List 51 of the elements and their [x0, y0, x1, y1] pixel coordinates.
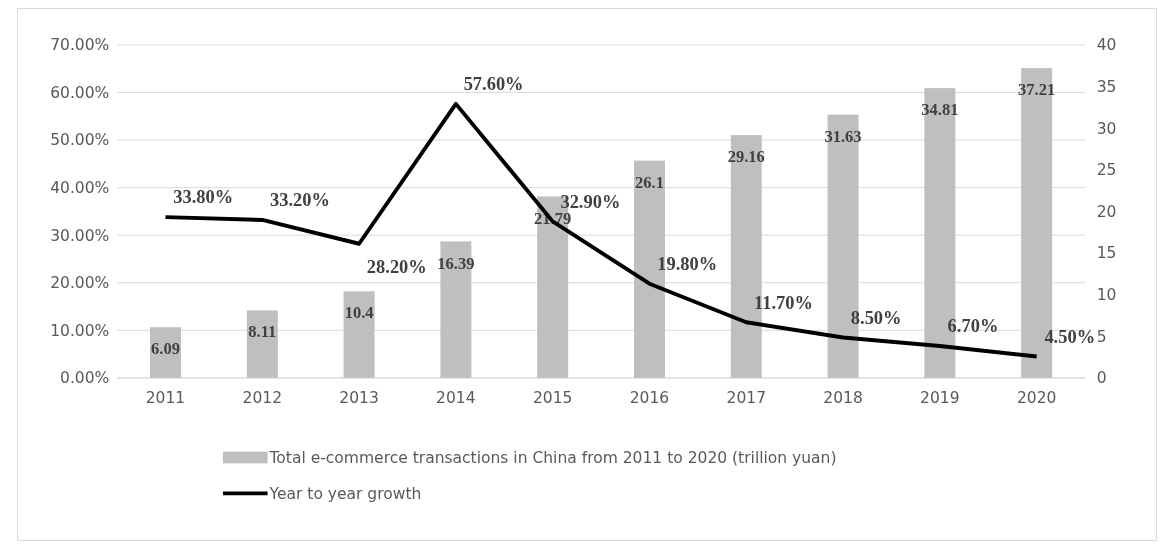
x-tick-label: 2017 — [726, 389, 767, 408]
legend-label: Total e-commerce transactions in China from 2011 to 2020 (trillion yuan) — [268, 448, 837, 467]
x-tick-label: 2011 — [145, 389, 186, 408]
data-label: 8.11 — [248, 322, 277, 342]
x-tick-label: 2014 — [436, 389, 476, 408]
x-tick-label: 2019 — [920, 389, 960, 408]
data-label: 33.80% — [173, 187, 234, 208]
data-label: 6.09 — [151, 339, 180, 359]
data-label: 37.21 — [1018, 80, 1056, 100]
y-tick-label: 30.00% — [50, 226, 110, 245]
y2-tick-label: 30 — [1096, 119, 1117, 138]
bar — [246, 310, 278, 378]
legend-label: Year to year growth — [268, 484, 422, 503]
y2-tick-label: 25 — [1096, 161, 1117, 180]
y-tick-label: 10.00% — [50, 321, 110, 340]
x-tick-label: 2013 — [339, 389, 379, 408]
data-label: 4.50% — [1044, 326, 1096, 347]
y2-tick-label: 20 — [1096, 202, 1117, 221]
data-label: 10.4 — [344, 303, 374, 323]
y2-tick-label: 0 — [1096, 369, 1107, 388]
data-label: 34.81 — [921, 100, 959, 120]
data-label: 28.20% — [366, 256, 427, 277]
y-tick-label: 0.00% — [60, 369, 110, 388]
x-tick-label: 2018 — [823, 389, 863, 408]
data-label: 31.63 — [824, 126, 862, 146]
data-label: 26.1 — [635, 172, 664, 192]
y-tick-label: 20.00% — [50, 274, 110, 293]
data-label: 29.16 — [727, 147, 765, 167]
y2-tick-label: 40 — [1096, 36, 1117, 55]
y-tick-label: 40.00% — [50, 179, 110, 198]
bar — [343, 291, 375, 378]
data-label: 16.39 — [437, 253, 475, 273]
y2-tick-label: 10 — [1096, 286, 1117, 305]
y-tick-label: 60.00% — [50, 83, 110, 102]
data-label: 8.50% — [850, 307, 902, 328]
data-label: 11.70% — [754, 292, 813, 313]
x-tick-label: 2015 — [532, 389, 573, 408]
y2-tick-label: 15 — [1096, 244, 1117, 263]
data-label: 57.60% — [463, 74, 524, 95]
x-tick-label: 2020 — [1016, 389, 1057, 408]
y-tick-label: 50.00% — [50, 131, 110, 150]
data-label: 33.20% — [270, 190, 330, 211]
data-label: 19.80% — [657, 254, 718, 275]
y2-tick-label: 35 — [1096, 77, 1117, 96]
bar — [440, 241, 472, 378]
y2-tick-label: 5 — [1096, 327, 1107, 346]
data-label: 6.70% — [947, 316, 999, 337]
x-tick-label: 2012 — [242, 389, 283, 408]
y-tick-label: 70.00% — [50, 36, 110, 55]
data-label: 32.90% — [560, 191, 621, 212]
x-tick-label: 2016 — [629, 389, 670, 408]
